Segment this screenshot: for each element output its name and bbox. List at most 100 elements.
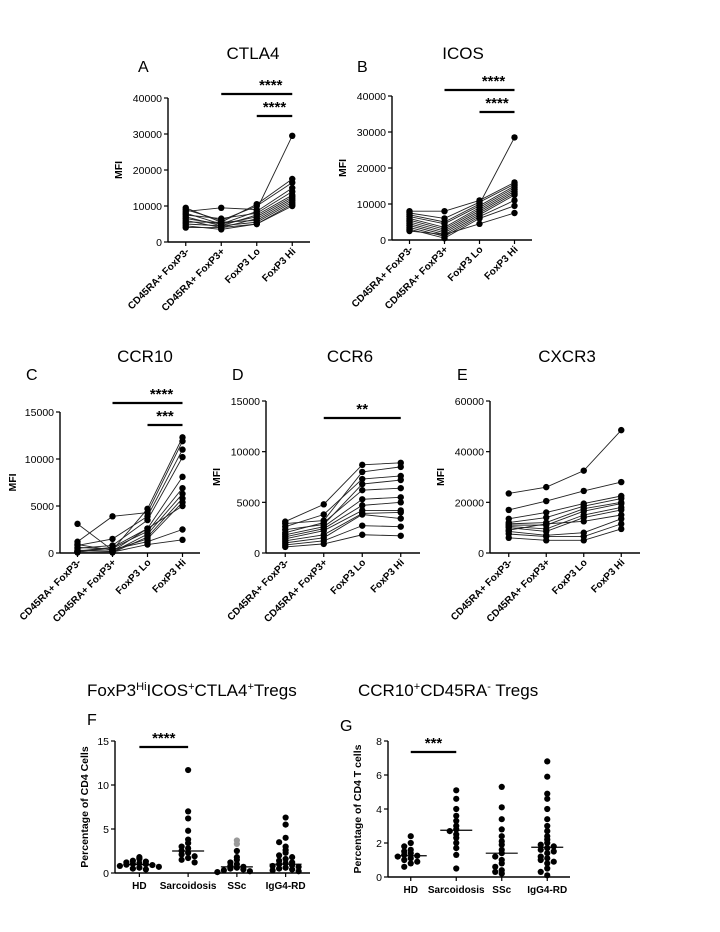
panel-d-point	[359, 502, 366, 509]
panel-c-series-line	[77, 437, 183, 551]
panel-a-series-line	[185, 196, 293, 225]
panel-e-x-tick-label: CD45RA+ FoxP3-	[449, 557, 515, 623]
panel-g-point	[544, 773, 551, 780]
panel-f-point	[191, 853, 198, 860]
panel-d-point	[397, 515, 404, 522]
panel-f-point	[185, 827, 192, 834]
panel-d-series-line	[285, 509, 401, 540]
panel-d-point	[359, 511, 366, 518]
panel-e-series-line	[508, 506, 622, 530]
panel-e-point	[543, 509, 550, 516]
panel-e-point	[505, 534, 512, 541]
panel-f-point	[282, 860, 289, 867]
panel-e-point	[505, 490, 512, 497]
panel-g-point	[550, 848, 557, 855]
panel-e-point	[580, 537, 587, 544]
panel-d-point	[359, 461, 366, 469]
panel-a-y-tick-label: 0	[156, 237, 162, 249]
panel-d-series-line	[285, 487, 401, 534]
panel-a-letter: A	[138, 59, 149, 76]
panel-f-point	[246, 868, 253, 875]
panel-f-point	[142, 866, 149, 873]
panel-g-point	[401, 863, 408, 870]
panel-d-y-tick-label: 5000	[237, 497, 261, 509]
panel-c-y-label: MFI	[7, 473, 19, 491]
panel-e-point	[580, 487, 587, 495]
panel-c-x-tick-label: FoxP3 Hi	[151, 557, 189, 595]
panel-d-y-tick-label: 15000	[231, 396, 260, 408]
panel-g-point	[453, 834, 460, 842]
panel-d-series-line	[285, 475, 401, 528]
panel-e-point	[543, 497, 550, 505]
panel-b-series-line	[409, 212, 515, 236]
panel-a-x-tick-label: FoxP3 Hi	[260, 246, 298, 284]
panel-c-point	[179, 446, 186, 453]
panel-g-point	[544, 795, 551, 802]
panel-g-point	[394, 853, 401, 860]
panel-g-x-tick-label: SSc	[492, 885, 511, 896]
panel-f-point	[185, 839, 192, 847]
panel-b-y-tick-label: 40000	[357, 91, 386, 103]
panel-d-title: CCR6	[327, 347, 373, 366]
panel-g-point	[544, 860, 551, 867]
panel-g-point	[401, 851, 408, 859]
panel-e-point	[618, 525, 625, 533]
panel-b-series-line	[409, 199, 515, 237]
panel-f-x-tick-label: Sarcoidosis	[160, 881, 217, 892]
panel-f-point	[289, 866, 296, 873]
panel-c-title: CCR10	[117, 347, 173, 366]
panel-g-point	[407, 855, 414, 862]
panel-c-x-tick-label: FoxP3 Lo	[114, 557, 154, 597]
panel-d-point	[397, 499, 404, 506]
panel-g-point	[401, 856, 408, 864]
panel-f-point	[136, 864, 143, 871]
panel-c-point	[179, 526, 186, 533]
panel-e-point	[618, 426, 625, 434]
panel-b-point	[476, 220, 483, 227]
panel-f-point	[233, 864, 240, 871]
panel-g-point	[498, 783, 505, 791]
panel-g-point	[453, 839, 460, 847]
panel-f-x-tick-label: SSc	[227, 881, 246, 892]
panel-f-point	[282, 855, 289, 863]
panel-b-y-tick-label: 10000	[357, 199, 386, 211]
panel-e-y-label: MFI	[435, 468, 447, 486]
panel-g-point	[453, 851, 460, 859]
panel-a-point	[253, 220, 260, 228]
panel-f-title: FoxP3HiICOS+CTLA4+Tregs	[87, 681, 297, 700]
panel-g-point	[492, 863, 499, 870]
panel-d-series-line	[285, 501, 401, 538]
panel-a-x-tick-label: FoxP3 Lo	[223, 246, 263, 286]
panel-d-point	[359, 475, 366, 483]
panel-c-x-tick-label: CD45RA+ FoxP3-	[18, 557, 84, 623]
panel-f-letter: F	[87, 712, 97, 729]
panel-g-point	[453, 787, 460, 794]
panel-c-x-tick-label: CD45RA+ FoxP3+	[51, 557, 119, 625]
panel-d-point	[397, 494, 404, 501]
panel-e-letter: E	[457, 367, 468, 384]
panel-g-letter: G	[340, 718, 352, 735]
panel-b-series-line	[409, 191, 515, 232]
panel-d-point	[359, 468, 366, 476]
panel-e-y-tick-label: 20000	[455, 497, 484, 509]
panel-b-point	[476, 215, 483, 222]
panel-c-series-line	[77, 501, 183, 551]
panel-b-point	[441, 231, 448, 238]
panel-f-point	[214, 869, 221, 876]
panel-e-point	[543, 514, 550, 521]
panel-f-point	[276, 852, 283, 859]
panel-g-y-label: Percentage of CD4 T cells	[352, 744, 364, 873]
panel-a: CTLA4 A 0 10000 20000 30000 40000 MFI CD45RA+ Fo…	[113, 44, 310, 314]
panel-g-point	[544, 816, 551, 823]
panel-d-point	[397, 463, 404, 471]
panel-f-point	[233, 840, 240, 848]
panel-d-point	[359, 486, 366, 494]
panel-e-y-tick-label: 0	[478, 548, 484, 560]
panel-b-point	[511, 197, 518, 204]
panel-f-point	[240, 866, 247, 873]
panel-g-point	[498, 860, 505, 867]
panel-e-x-tick-label: FoxP3 Lo	[550, 557, 590, 597]
panel-e-x-tick-label: CD45RA+ FoxP3+	[485, 557, 553, 625]
panel-c-series-line	[77, 529, 183, 550]
panel-g-y-tick-label: 0	[376, 872, 382, 884]
